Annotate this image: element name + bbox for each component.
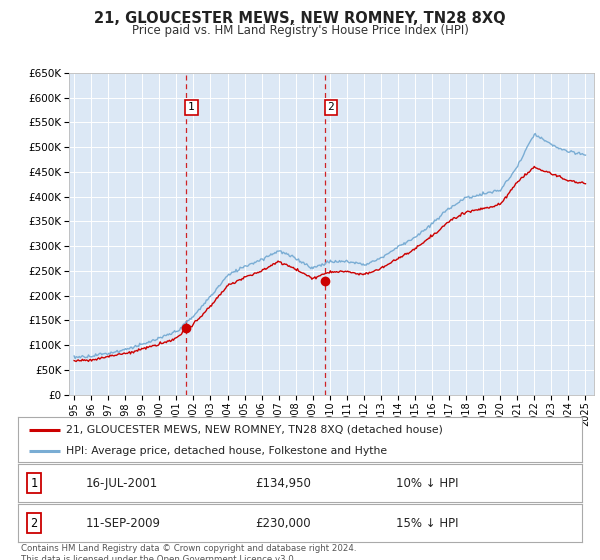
Text: HPI: Average price, detached house, Folkestone and Hythe: HPI: Average price, detached house, Folk… [66, 446, 387, 456]
Text: 16-JUL-2001: 16-JUL-2001 [86, 477, 158, 490]
Text: 2: 2 [30, 516, 37, 530]
Text: 2: 2 [328, 102, 334, 113]
Text: 11-SEP-2009: 11-SEP-2009 [86, 516, 161, 530]
Text: Contains HM Land Registry data © Crown copyright and database right 2024.
This d: Contains HM Land Registry data © Crown c… [21, 544, 356, 560]
Text: 21, GLOUCESTER MEWS, NEW ROMNEY, TN28 8XQ: 21, GLOUCESTER MEWS, NEW ROMNEY, TN28 8X… [94, 11, 506, 26]
Text: 1: 1 [30, 477, 37, 490]
Text: 21, GLOUCESTER MEWS, NEW ROMNEY, TN28 8XQ (detached house): 21, GLOUCESTER MEWS, NEW ROMNEY, TN28 8X… [66, 424, 443, 435]
Text: Price paid vs. HM Land Registry's House Price Index (HPI): Price paid vs. HM Land Registry's House … [131, 24, 469, 37]
Text: £134,950: £134,950 [255, 477, 311, 490]
Text: £230,000: £230,000 [255, 516, 311, 530]
Text: 1: 1 [188, 102, 195, 113]
Text: 15% ↓ HPI: 15% ↓ HPI [396, 516, 458, 530]
Text: 10% ↓ HPI: 10% ↓ HPI [396, 477, 458, 490]
